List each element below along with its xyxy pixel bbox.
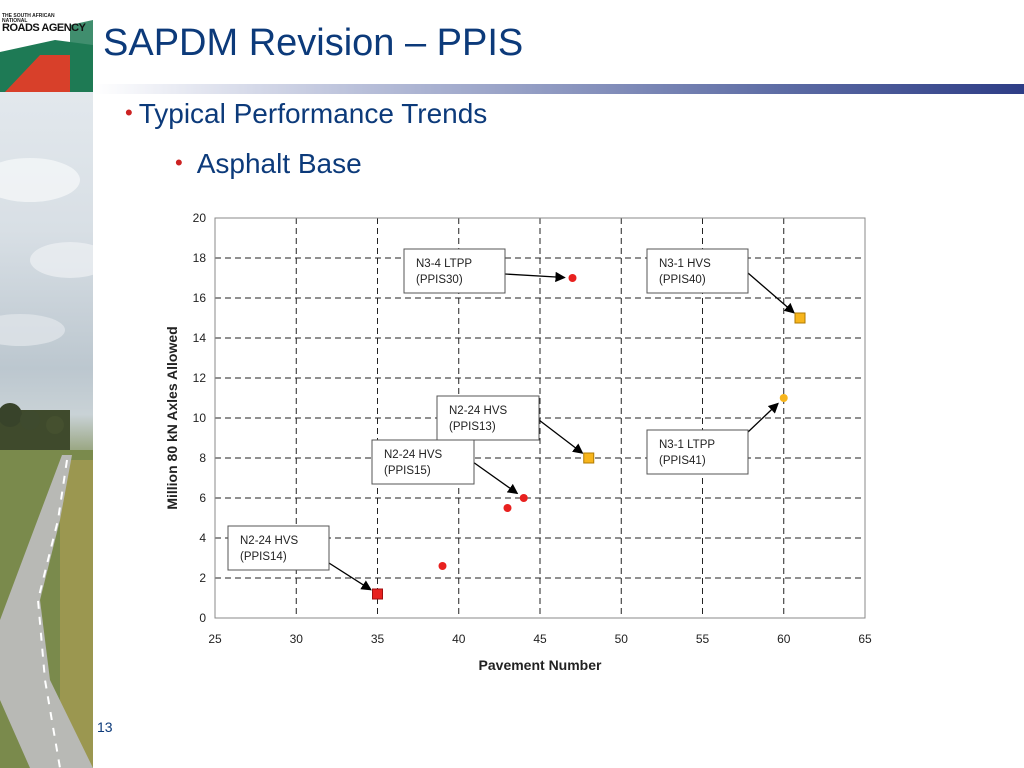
annotation-id: (PPIS14) bbox=[240, 551, 287, 563]
annotation-callout: N2-24 HVS (PPIS15) bbox=[371, 439, 475, 485]
annotation-box bbox=[646, 248, 749, 294]
y-axis-label: Million 80 kN Axles Allowed bbox=[164, 326, 180, 509]
x-tick-label: 65 bbox=[858, 632, 872, 646]
data-point-circle bbox=[568, 274, 577, 282]
road-illustration bbox=[0, 0, 93, 768]
y-tick-label: 16 bbox=[193, 291, 207, 305]
data-point-circle bbox=[519, 494, 528, 502]
logo-wordmark: ROADS AGENCY bbox=[2, 22, 86, 34]
y-tick-label: 0 bbox=[199, 611, 206, 625]
y-tick-label: 6 bbox=[199, 491, 206, 505]
x-tick-label: 40 bbox=[452, 632, 466, 646]
bullet-text: Typical Performance Trends bbox=[138, 98, 488, 129]
annotation-box bbox=[436, 395, 540, 441]
data-point-square bbox=[794, 312, 806, 324]
annotation-arrow bbox=[504, 271, 566, 283]
logo-tagline: THE SOUTH AFRICAN NATIONAL bbox=[2, 13, 55, 24]
x-tick-label: 55 bbox=[696, 632, 710, 646]
annotation-id: (PPIS40) bbox=[659, 274, 706, 286]
axis-tick-labels: 25 30 35 40 45 50 55 60 65 0 2 4 6 8 10 12 14 16 18 20 bbox=[193, 211, 872, 646]
annotation-arrow bbox=[472, 461, 519, 495]
annotation-id: (PPIS13) bbox=[449, 421, 496, 433]
annotation-box bbox=[403, 248, 506, 294]
x-tick-label: 35 bbox=[371, 632, 385, 646]
annotation-callouts: N2-24 HVS(PPIS14)N2-24 HVS(PPIS15)N2-24 … bbox=[227, 248, 749, 571]
y-tick-label: 2 bbox=[199, 571, 206, 585]
data-points bbox=[372, 274, 806, 600]
annotation-title: N2-24 HVS bbox=[384, 449, 442, 461]
annotation-arrow bbox=[747, 272, 795, 314]
annotation-box bbox=[227, 525, 330, 571]
bullet-marker: • bbox=[125, 100, 133, 125]
annotation-callout: N3-1 HVS (PPIS40) bbox=[646, 248, 749, 294]
y-tick-label: 14 bbox=[193, 331, 207, 345]
annotation-box bbox=[371, 439, 475, 485]
y-tick-label: 4 bbox=[199, 531, 206, 545]
slide-title: SAPDM Revision – PPIS bbox=[103, 22, 524, 64]
annotation-title: N3-1 LTPP bbox=[659, 439, 715, 451]
annotation-id: (PPIS15) bbox=[384, 465, 431, 477]
bullet-text: Asphalt Base bbox=[196, 148, 362, 179]
bullet-marker: • bbox=[175, 150, 183, 175]
annotation-title: N2-24 HVS bbox=[449, 405, 507, 417]
bullet-level-1: • Typical Performance Trends bbox=[125, 98, 487, 130]
plot-area-border bbox=[214, 217, 866, 619]
x-axis-label: Pavement Number bbox=[479, 657, 602, 673]
y-tick-label: 20 bbox=[193, 211, 207, 225]
data-point-circle bbox=[438, 562, 447, 570]
x-tick-label: 25 bbox=[208, 632, 222, 646]
data-point-square bbox=[583, 452, 595, 464]
y-tick-label: 12 bbox=[193, 371, 207, 385]
scatter-chart: 25 30 35 40 45 50 55 60 65 0 2 4 6 8 10 12 14 16 18 20 N2-2… bbox=[164, 211, 872, 673]
x-tick-label: 50 bbox=[615, 632, 629, 646]
title-divider bbox=[93, 84, 1024, 94]
annotation-arrows bbox=[306, 271, 795, 591]
x-tick-label: 30 bbox=[290, 632, 304, 646]
y-tick-label: 18 bbox=[193, 251, 207, 265]
annotation-id: (PPIS30) bbox=[416, 274, 463, 286]
annotation-arrow bbox=[747, 402, 779, 433]
annotation-callout: N2-24 HVS (PPIS14) bbox=[227, 525, 330, 571]
annotation-title: N2-24 HVS bbox=[240, 535, 298, 547]
bullet-level-2: • Asphalt Base bbox=[175, 148, 362, 180]
annotation-id: (PPIS41) bbox=[659, 455, 706, 467]
data-point-circle bbox=[503, 504, 512, 512]
annotation-title: N3-1 HVS bbox=[659, 258, 711, 270]
annotation-callout: N3-4 LTPP (PPIS30) bbox=[403, 248, 506, 294]
annotation-title: N3-4 LTPP bbox=[416, 258, 472, 270]
y-tick-label: 8 bbox=[199, 451, 206, 465]
annotation-callout: N2-24 HVS (PPIS13) bbox=[436, 395, 540, 441]
data-point-circle bbox=[779, 394, 788, 402]
chart-gridlines bbox=[215, 218, 865, 618]
x-tick-label: 60 bbox=[777, 632, 791, 646]
annotation-arrow bbox=[538, 419, 584, 454]
data-point-square bbox=[372, 588, 383, 600]
annotation-callout: N3-1 LTPP (PPIS41) bbox=[646, 429, 749, 475]
x-tick-label: 45 bbox=[533, 632, 547, 646]
y-tick-label: 10 bbox=[193, 411, 207, 425]
decorative-road-panel: THE SOUTH AFRICAN NATIONAL ROADS AGENCY bbox=[0, 0, 93, 768]
page-number: 13 bbox=[97, 719, 113, 735]
annotation-box bbox=[646, 429, 749, 475]
